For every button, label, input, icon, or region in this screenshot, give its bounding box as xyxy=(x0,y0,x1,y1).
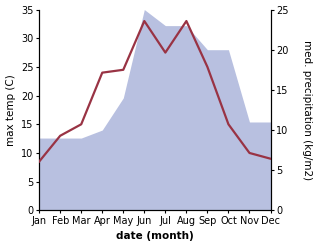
X-axis label: date (month): date (month) xyxy=(116,231,194,242)
Y-axis label: max temp (C): max temp (C) xyxy=(5,74,16,146)
Y-axis label: med. precipitation (kg/m2): med. precipitation (kg/m2) xyxy=(302,40,313,180)
